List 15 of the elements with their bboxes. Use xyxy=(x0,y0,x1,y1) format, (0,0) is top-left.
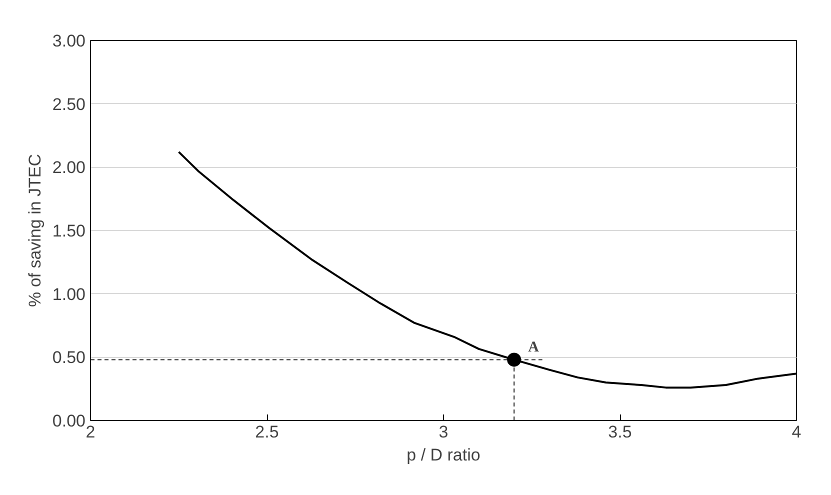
y-tick-label: 1.50 xyxy=(52,222,86,240)
x-tick-label: 4 xyxy=(792,422,802,442)
x-axis-title: p / D ratio xyxy=(406,446,480,464)
y-tick-label: 0.00 xyxy=(52,412,86,430)
y-tick-label: 1.00 xyxy=(52,284,86,304)
annotation: A xyxy=(528,340,540,356)
x-tick-label: 3 xyxy=(438,422,448,442)
y-tick-label: 2.00 xyxy=(52,158,86,178)
x-tick-label: 2 xyxy=(86,422,96,442)
x-tick-label: 3.5 xyxy=(608,422,632,442)
y-tick-label: 0.50 xyxy=(52,348,86,368)
y-tick-label: 2.50 xyxy=(52,94,86,114)
y-tick-label: 3.00 xyxy=(52,32,86,50)
x-tick-label: 2.5 xyxy=(255,422,279,442)
y-axis-title: % of saving in JTEC xyxy=(25,154,44,308)
